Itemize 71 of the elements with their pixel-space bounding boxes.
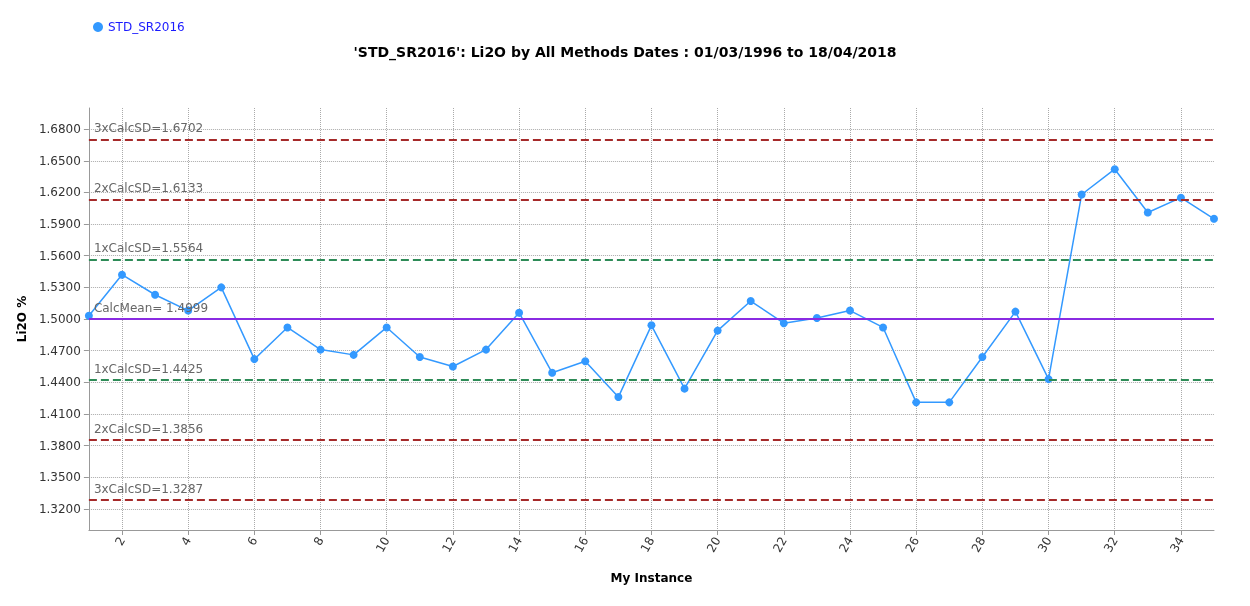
x-tick-label: 8	[310, 534, 327, 549]
x-tick-label: 28	[968, 534, 989, 555]
point	[448, 362, 457, 371]
x-tick-label: 18	[637, 534, 658, 555]
point	[481, 345, 490, 354]
point	[250, 355, 259, 364]
ref-line-label: 3xCalcSD=1.3287	[93, 481, 204, 496]
point	[382, 323, 391, 332]
x-tick-label: 2	[112, 534, 129, 549]
ref-line-label: 3xCalcSD=1.6702	[93, 121, 204, 136]
point	[117, 270, 126, 279]
point	[316, 345, 325, 354]
point	[680, 384, 689, 393]
x-tick-label: 24	[836, 534, 857, 555]
point	[614, 393, 623, 402]
legend-label: STD_SR2016	[108, 20, 185, 34]
point	[217, 283, 226, 292]
point	[647, 321, 656, 330]
x-tick-label: 16	[571, 534, 592, 555]
x-tick-label: 4	[178, 534, 195, 549]
y-tick-label: 1.6200	[38, 185, 81, 200]
y-tick-label: 1.4400	[38, 375, 81, 390]
ref-line-label: 2xCalcSD=1.6133	[93, 181, 204, 196]
point	[548, 368, 557, 377]
ref-line-label: 1xCalcSD=1.4425	[93, 361, 204, 376]
point	[1143, 208, 1152, 217]
y-tick-label: 1.5600	[38, 248, 81, 263]
y-axis-title: Li2O %	[15, 295, 29, 343]
point	[978, 352, 987, 361]
point	[945, 398, 954, 407]
y-tick-label: 1.4700	[38, 343, 81, 358]
point	[1210, 214, 1218, 223]
y-tick-label: 1.3500	[38, 470, 81, 485]
ref-line-label: 2xCalcSD=1.3856	[93, 421, 204, 436]
point	[912, 398, 921, 407]
y-tick-label: 1.6800	[38, 122, 81, 137]
y-tick-label: 1.3800	[38, 438, 81, 453]
point	[746, 297, 755, 306]
point	[349, 350, 358, 359]
y-tick-label: 1.6500	[38, 153, 81, 168]
point	[515, 308, 524, 317]
point	[846, 306, 854, 315]
y-tick-label: 1.5300	[38, 280, 81, 295]
y-tick-label: 1.4100	[38, 406, 81, 421]
point	[581, 357, 590, 366]
point	[879, 323, 888, 332]
x-tick-label: 10	[373, 534, 393, 555]
y-tick-label: 1.3200	[38, 501, 81, 516]
x-axis-title: My Instance	[610, 571, 693, 585]
point	[1110, 165, 1119, 174]
point	[283, 323, 292, 332]
point	[1077, 190, 1086, 199]
point	[415, 352, 424, 361]
y-tick-label: 1.5900	[38, 217, 81, 232]
x-tick-label: 34	[1167, 534, 1187, 555]
point	[713, 326, 722, 335]
x-tick-label: 6	[244, 534, 261, 549]
chart-title: 'STD_SR2016': Li2O by All Methods Dates : 01/03/1996 to 18/04/2018	[353, 44, 897, 61]
y-tick-label: 1.5000	[38, 312, 81, 326]
x-tick-label: 26	[902, 534, 923, 555]
x-tick-label: 12	[439, 534, 459, 555]
x-tick-label: 22	[770, 534, 790, 555]
x-tick-label: 20	[703, 534, 724, 555]
ref-line-label: 1xCalcSD=1.5564	[93, 241, 204, 256]
x-tick-label: 30	[1034, 534, 1055, 555]
x-tick-label: 32	[1101, 534, 1121, 555]
point	[84, 311, 93, 320]
point	[151, 290, 160, 299]
point	[1011, 307, 1020, 316]
point	[779, 319, 788, 328]
x-tick-label: 14	[505, 534, 526, 555]
